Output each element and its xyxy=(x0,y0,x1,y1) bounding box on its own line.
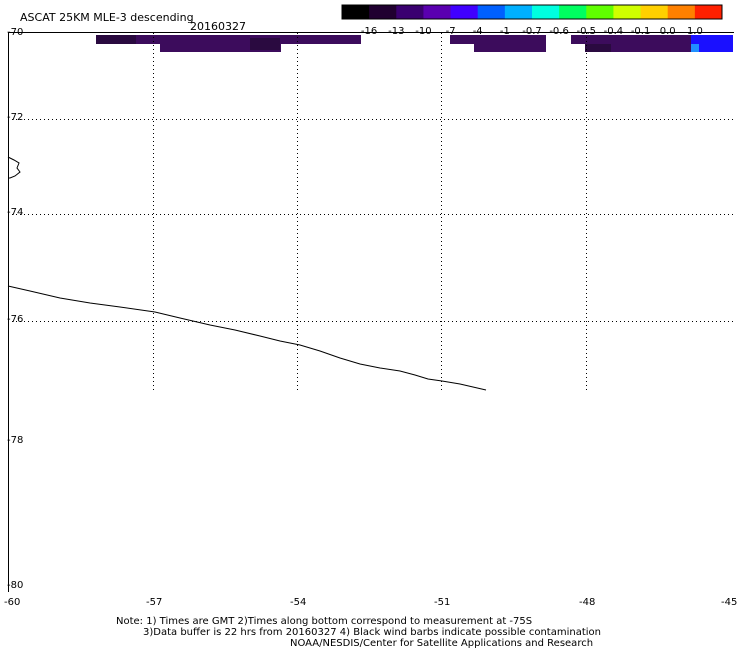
colorbar-tick-label: -7 xyxy=(446,26,456,37)
graticule xyxy=(8,33,734,392)
lon-label: -48 xyxy=(579,597,596,608)
colorbar-segment xyxy=(532,5,560,19)
lon-label: -57 xyxy=(146,597,163,608)
colorbar-segment xyxy=(559,5,587,19)
colorbar-tick-label: 1.0 xyxy=(687,26,703,37)
lat-label: -72 xyxy=(7,112,24,123)
note-line-2: 3)Data buffer is 22 hrs from 20160327 4)… xyxy=(143,627,601,638)
colorbar-segment xyxy=(694,5,723,19)
colorbar-segment xyxy=(396,5,424,19)
colorbar-segment xyxy=(450,5,479,19)
colorbar-segment xyxy=(640,5,669,19)
colorbar-labels: -16 -13 -10 -7 -4 -1 -0.7 -0.6 -0.5 -0.4 -0.1 0.0 1.… xyxy=(361,26,703,37)
product-date: 20160327 xyxy=(190,20,246,33)
lat-label: -76 xyxy=(7,314,24,325)
coastline-island xyxy=(7,156,21,179)
colorbar-tick-label: -4 xyxy=(473,26,483,37)
swath-band-blue xyxy=(691,35,733,52)
swath-band-east-lower xyxy=(585,44,691,52)
colorbar-segment xyxy=(613,5,642,19)
colorbar-tick-label: -0.7 xyxy=(522,26,542,37)
colorbar-segment xyxy=(423,5,452,19)
swath-cell-dark xyxy=(96,35,136,44)
coastline-ice-shelf xyxy=(7,285,487,391)
lat-label: -74 xyxy=(7,207,24,218)
colorbar-tick-label: -13 xyxy=(388,26,404,37)
colorbar-tick-label: -16 xyxy=(361,26,377,37)
colorbar-tick-label: 0.0 xyxy=(660,26,676,37)
colorbar-tick-label: -0.5 xyxy=(577,26,597,37)
colorbar-segment xyxy=(667,5,696,19)
coastline xyxy=(7,156,487,391)
swath-band-mid-lower xyxy=(474,44,546,52)
swath-band-west xyxy=(96,35,361,44)
colorbar-segment xyxy=(586,5,614,19)
colorbar-tick-label: -0.4 xyxy=(604,26,624,37)
product-title: ASCAT 25KM MLE-3 descending xyxy=(20,11,194,24)
colorbar-tick-label: -1 xyxy=(500,26,510,37)
swath-band-mid xyxy=(450,35,546,44)
swath-cell-dark xyxy=(250,38,280,50)
lat-label: -70 xyxy=(7,27,24,38)
lat-label: -80 xyxy=(7,580,24,591)
swath-cell-dark xyxy=(585,44,611,52)
swath-band-west-lower xyxy=(160,44,281,52)
swath-band-east xyxy=(571,35,691,44)
colorbar-tick-label: -10 xyxy=(415,26,431,37)
lon-label: -54 xyxy=(290,597,307,608)
colorbar-segment xyxy=(369,5,397,19)
colorbar-segment xyxy=(477,5,506,19)
colorbar-segment xyxy=(342,5,370,19)
note-line-3: NOAA/NESDIS/Center for Satellite Applica… xyxy=(290,638,594,649)
lon-label: -51 xyxy=(434,597,451,608)
note-line-1: Note: 1) Times are GMT 2)Times along bot… xyxy=(116,616,533,627)
swath-cell-cyan xyxy=(691,44,699,52)
lat-label: -78 xyxy=(7,435,24,446)
colorbar xyxy=(341,4,723,20)
lon-label: -60 xyxy=(4,597,21,608)
lon-label: -45 xyxy=(721,597,738,608)
colorbar-tick-label: -0.1 xyxy=(631,26,651,37)
colorbar-frame xyxy=(341,4,723,20)
colorbar-tick-label: -0.6 xyxy=(549,26,569,37)
colorbar-segment xyxy=(504,5,533,19)
swath-data xyxy=(96,35,733,52)
